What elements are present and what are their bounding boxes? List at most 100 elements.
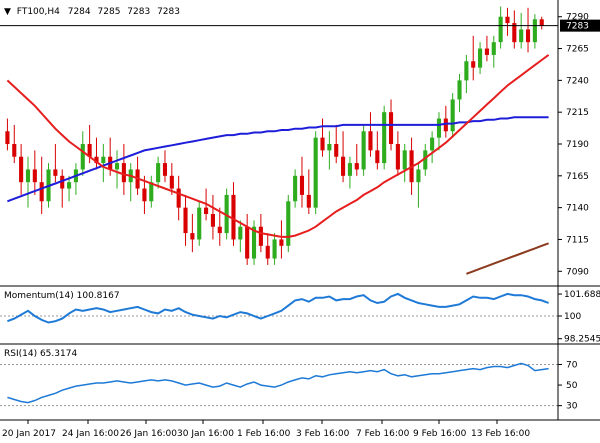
candle-body: [87, 144, 92, 157]
candle-body: [375, 150, 380, 164]
candle-body: [327, 144, 332, 151]
candle: [121, 144, 126, 195]
candle: [101, 144, 106, 183]
candle-body: [341, 156, 346, 176]
candle: [5, 118, 10, 151]
sma-slow-line: [466, 242, 549, 275]
candle-body: [12, 144, 17, 157]
candle-body: [354, 163, 359, 170]
candle: [341, 131, 346, 183]
candle-body: [238, 226, 243, 240]
candle: [430, 131, 435, 164]
candle-body: [450, 99, 455, 132]
candle-body: [512, 23, 517, 43]
candle-body: [320, 137, 325, 151]
candle: [272, 233, 277, 265]
sma-mid-line: [7, 116, 549, 203]
candle-body: [443, 118, 448, 132]
candle: [478, 42, 483, 74]
candle: [32, 150, 37, 195]
candle: [354, 144, 359, 176]
candle: [149, 175, 154, 208]
candle: [245, 214, 250, 265]
candle: [190, 214, 195, 253]
candle-body: [5, 131, 10, 144]
candle: [443, 105, 448, 138]
price-panel[interactable]: [0, 0, 558, 284]
candle-body: [231, 194, 236, 240]
candle: [320, 118, 325, 157]
candle-body: [519, 29, 524, 43]
candle: [484, 35, 489, 62]
candle-body: [32, 169, 37, 183]
candle-body: [313, 137, 318, 208]
candle: [402, 144, 407, 183]
candle: [334, 124, 339, 164]
candle: [423, 144, 428, 176]
candle: [197, 201, 202, 246]
candle: [162, 150, 168, 183]
candle-body: [402, 150, 407, 170]
candle: [176, 175, 181, 221]
candle: [231, 182, 236, 246]
candle: [25, 156, 31, 208]
candle-body: [142, 188, 147, 202]
candle-body: [149, 182, 154, 202]
candle: [19, 144, 24, 195]
candle: [457, 74, 462, 113]
time-tick-label: 24 Jan 16:00: [62, 429, 119, 439]
candle-body: [114, 163, 120, 170]
candle-body: [121, 163, 126, 183]
candle-body: [334, 144, 339, 157]
momentum-tick-label: 98.2545: [564, 335, 600, 345]
candle-body: [539, 19, 544, 26]
price-tick-label: 7115: [566, 235, 589, 245]
candle-body: [436, 118, 442, 138]
candle-body: [80, 144, 85, 170]
price-tick-label: 7165: [566, 172, 589, 182]
candle-body: [388, 112, 394, 144]
candle: [464, 54, 469, 94]
candle-body: [162, 163, 168, 176]
candle: [505, 7, 510, 36]
collapse-arrow-icon[interactable]: ▼: [4, 7, 11, 17]
candle: [142, 175, 147, 214]
candle: [306, 169, 311, 214]
candle: [436, 112, 442, 151]
candle-body: [183, 207, 188, 234]
rsi-grid: [0, 363, 558, 407]
rsi-axis: 70 50 30: [558, 360, 578, 412]
time-tick-label: 26 Jan 16:00: [120, 429, 177, 439]
candle-body: [25, 169, 31, 183]
time-tick-label: 1 Feb 16:00: [237, 429, 291, 439]
candle: [395, 131, 400, 176]
candle-body: [67, 182, 72, 189]
candle-body: [156, 163, 161, 183]
time-tick-label: 30 Jan 16:00: [177, 429, 234, 439]
candle-body: [101, 156, 106, 164]
current-price-tag: [560, 19, 600, 32]
candle-body: [430, 137, 435, 151]
candle: [224, 188, 229, 240]
candle-body: [279, 239, 284, 246]
candle-body: [484, 48, 489, 55]
candle-body: [176, 188, 181, 208]
candle-body: [258, 226, 263, 246]
candle: [299, 156, 305, 208]
price-tick-label: 7190: [566, 140, 589, 150]
price-tick-label: 7140: [566, 204, 589, 214]
candle: [12, 124, 17, 164]
candle-body: [224, 194, 229, 234]
high-value: 7285: [98, 7, 121, 17]
candle-body: [471, 61, 476, 68]
candle-body: [210, 214, 215, 227]
candle: [361, 124, 366, 176]
candle-body: [169, 175, 174, 189]
candle-body: [53, 169, 58, 176]
price-tick-label: 7090: [566, 267, 589, 277]
candle: [327, 131, 332, 170]
candle: [347, 156, 352, 189]
candle-body: [498, 16, 503, 43]
close-value: 7283: [157, 7, 180, 17]
